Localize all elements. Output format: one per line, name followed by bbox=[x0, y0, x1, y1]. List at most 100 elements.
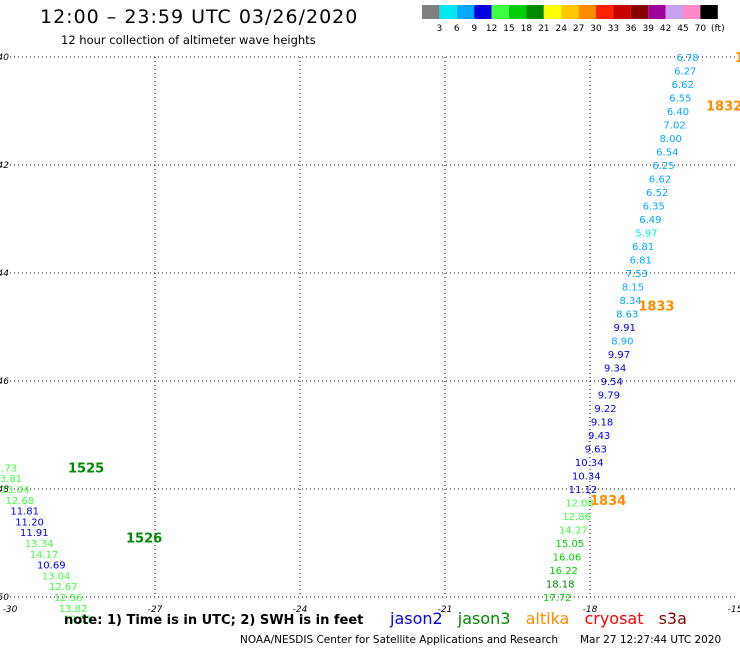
color-swatch bbox=[578, 5, 596, 19]
wave-height-point: 11.12 bbox=[569, 485, 598, 496]
wave-height-point: 6.27 bbox=[674, 67, 696, 78]
x-tick-label: -27 bbox=[148, 605, 163, 615]
wave-height-point: 6.52 bbox=[646, 188, 668, 199]
color-swatch bbox=[491, 5, 509, 19]
footer-timestamp: Mar 27 12:27:44 UTC 2020 bbox=[580, 634, 722, 646]
units-note: note: 1) Time is in UTC; 2) SWH is in fe… bbox=[64, 613, 364, 628]
color-swatch bbox=[561, 5, 579, 19]
color-swatch bbox=[439, 5, 457, 19]
pass-time-label: 1832 bbox=[706, 100, 740, 115]
color-scale-label: 18 bbox=[521, 24, 533, 34]
wave-height-point: 6.62 bbox=[649, 175, 671, 186]
wave-height-point: 9.34 bbox=[604, 364, 626, 375]
color-scale-label: 24 bbox=[555, 24, 567, 34]
wave-height-point: 12.73 bbox=[0, 463, 17, 474]
wave-height-point: 6.25 bbox=[652, 161, 674, 172]
wave-height-point: 12.08 bbox=[565, 499, 594, 510]
wave-height-point: 13.04 bbox=[42, 571, 71, 582]
wave-height-point: 13.34 bbox=[25, 539, 54, 550]
wave-height-point: 13.81 bbox=[0, 474, 22, 485]
chart-subtitle: 12 hour collection of altimeter wave hei… bbox=[61, 33, 316, 47]
color-swatch bbox=[543, 5, 562, 19]
wave-height-point: 14.17 bbox=[30, 550, 59, 561]
color-scale-label: 15 bbox=[503, 24, 514, 34]
x-tick-label: -30 bbox=[3, 605, 18, 615]
wave-height-point: 6.81 bbox=[630, 256, 652, 267]
wave-height-point: 8.34 bbox=[619, 296, 641, 307]
color-swatch bbox=[456, 5, 475, 19]
x-tick-label: -18 bbox=[583, 605, 598, 615]
wave-height-point: 7.53 bbox=[626, 269, 648, 280]
wave-height-point: 8.63 bbox=[616, 310, 638, 321]
wave-height-point: 9.63 bbox=[585, 445, 607, 456]
pass-time-label: 183 bbox=[735, 51, 740, 66]
chart-title: 12:00 – 23:59 UTC 03/26/2020 bbox=[40, 6, 359, 28]
y-tick-label: -48 bbox=[0, 485, 9, 495]
color-swatch bbox=[474, 5, 492, 19]
legend-jason3: jason3 bbox=[457, 609, 511, 628]
wave-height-point: 6.78 bbox=[676, 53, 698, 64]
wave-height-point: 16.06 bbox=[553, 553, 582, 564]
wave-height-point: 9.79 bbox=[598, 391, 620, 402]
color-swatch bbox=[422, 5, 440, 19]
wave-height-point: 16.22 bbox=[549, 566, 578, 577]
wave-height-point: 10.69 bbox=[37, 561, 66, 572]
y-tick-label: -44 bbox=[0, 269, 9, 279]
wave-height-point: 8.00 bbox=[660, 134, 682, 145]
color-swatch bbox=[509, 5, 527, 19]
x-tick-label: -21 bbox=[438, 605, 453, 615]
wave-height-point: 13.04 bbox=[1, 485, 30, 496]
color-scale-label: 30 bbox=[590, 24, 602, 34]
wave-height-point: 8.90 bbox=[611, 337, 633, 348]
mission-legend: jason2 jason3 altika cryosat s3a bbox=[390, 609, 697, 628]
color-scale-label: 45 bbox=[677, 24, 688, 34]
color-scale-label: 6 bbox=[454, 24, 460, 34]
wave-height-point: 12.86 bbox=[562, 512, 591, 523]
x-tick-label: -24 bbox=[293, 605, 308, 615]
color-scale-label: 3 bbox=[437, 24, 443, 34]
wave-height-point: 9.97 bbox=[608, 350, 630, 361]
color-scale-legend: 3 6 9 12 15 18 21 24 27 30 33 36 39 42 45 70 (ft) bbox=[422, 5, 725, 34]
color-scale-label: 70 bbox=[695, 24, 707, 34]
wave-height-point: 7.02 bbox=[663, 121, 685, 132]
wave-height-point: 9.43 bbox=[588, 431, 610, 442]
color-scale-label: 42 bbox=[660, 24, 671, 34]
wave-height-point: 11.81 bbox=[10, 507, 39, 518]
wave-height-point: 10.34 bbox=[575, 458, 604, 469]
wave-height-point: 6.54 bbox=[656, 148, 678, 159]
wave-height-point: 13.82 bbox=[59, 604, 88, 615]
wave-height-point: 5.97 bbox=[635, 229, 657, 240]
color-swatch bbox=[665, 5, 683, 19]
color-swatch bbox=[648, 5, 666, 19]
color-swatch bbox=[630, 5, 649, 19]
color-swatch bbox=[613, 5, 631, 19]
wave-height-point: 6.62 bbox=[672, 80, 694, 91]
color-swatch bbox=[683, 5, 701, 19]
wave-height-point: 12.56 bbox=[54, 593, 83, 604]
footer-credit: NOAA/NESDIS Center for Satellite Applica… bbox=[240, 634, 558, 646]
wave-height-point: 9.54 bbox=[601, 377, 623, 388]
legend-altika: altika bbox=[525, 609, 570, 628]
wave-height-point: 9.22 bbox=[594, 404, 616, 415]
wave-height-point: 15.05 bbox=[556, 539, 585, 550]
wave-height-point: 9.91 bbox=[614, 323, 636, 334]
legend-cryosat: cryosat bbox=[584, 609, 644, 628]
y-tick-label: -50 bbox=[0, 593, 9, 603]
color-scale-label: (ft) bbox=[711, 24, 725, 34]
wave-height-point: 11.20 bbox=[15, 517, 44, 528]
wave-height-point: 14.27 bbox=[559, 526, 588, 537]
wave-height-point: 8.15 bbox=[622, 283, 644, 294]
y-tick-label: -42 bbox=[0, 161, 9, 171]
pass-time-label: 1525 bbox=[68, 461, 104, 476]
legend-s3a: s3a bbox=[658, 609, 687, 628]
wave-height-point: 6.81 bbox=[632, 242, 654, 253]
color-swatch bbox=[700, 5, 718, 19]
color-swatch bbox=[526, 5, 544, 19]
wave-height-point: 12.68 bbox=[6, 496, 35, 507]
wave-height-point: 11.91 bbox=[20, 528, 49, 539]
color-scale-label: 27 bbox=[573, 24, 584, 34]
color-scale-label: 12 bbox=[486, 24, 497, 34]
legend-jason2: jason2 bbox=[390, 609, 443, 628]
y-tick-label: -40 bbox=[0, 53, 9, 63]
